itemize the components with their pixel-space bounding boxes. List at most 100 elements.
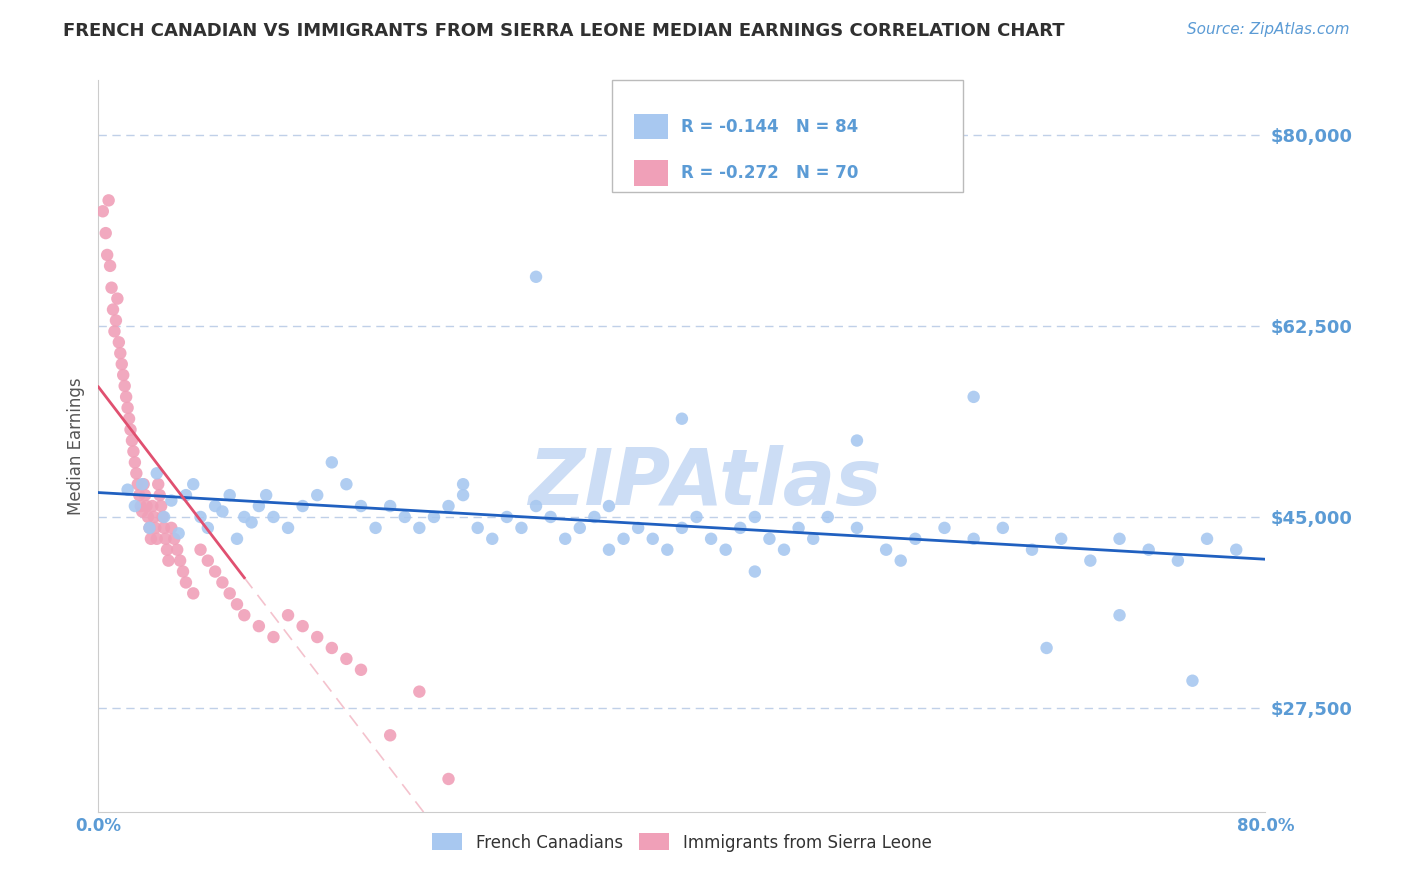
Point (773, 542, 796, 557)
Point (437, 499, 460, 513)
Point (226, 532, 249, 546)
Point (481, 532, 503, 546)
Point (846, 434, 869, 448)
Point (141, 499, 163, 513)
Point (197, 521, 219, 535)
Point (451, 477, 474, 491)
Point (136, 510, 159, 524)
Point (730, 521, 752, 535)
Point (364, 521, 387, 535)
Point (110, 346, 132, 360)
Point (554, 532, 576, 546)
Text: R = -0.272   N = 70: R = -0.272 N = 70 (681, 164, 858, 182)
Point (153, 521, 176, 535)
Point (540, 510, 562, 524)
Point (134, 488, 156, 502)
Point (524, 269, 547, 284)
Point (226, 597, 249, 611)
Point (1080, 554, 1102, 568)
Point (744, 565, 766, 579)
Point (744, 510, 766, 524)
Point (104, 313, 127, 327)
Legend: French Canadians, Immigrants from Sierra Leone: French Canadians, Immigrants from Sierra… (426, 827, 938, 858)
Point (128, 488, 150, 502)
Point (262, 630, 284, 644)
Point (321, 640, 343, 655)
Point (204, 499, 226, 513)
Point (218, 488, 240, 502)
Point (1050, 532, 1073, 546)
Point (890, 554, 912, 568)
Point (153, 510, 176, 524)
Point (247, 499, 270, 513)
Point (204, 565, 226, 579)
Point (146, 532, 169, 546)
Point (181, 477, 204, 491)
Point (247, 619, 270, 633)
Point (307, 630, 329, 644)
Y-axis label: Median Earnings: Median Earnings (66, 377, 84, 515)
Point (904, 532, 927, 546)
Point (103, 324, 125, 338)
Point (583, 510, 606, 524)
Point (91, 204, 114, 219)
Point (117, 401, 139, 415)
Point (233, 510, 256, 524)
Point (155, 532, 177, 546)
Point (1108, 608, 1130, 623)
Point (671, 411, 693, 425)
Point (174, 575, 197, 590)
Point (142, 510, 165, 524)
Point (114, 379, 136, 393)
Point (149, 488, 172, 502)
Point (394, 510, 416, 524)
Point (146, 467, 169, 481)
Point (124, 499, 146, 513)
Point (132, 477, 155, 491)
Point (962, 390, 984, 404)
Point (408, 684, 430, 698)
Point (568, 521, 591, 535)
Point (657, 542, 679, 557)
Point (962, 532, 984, 546)
Point (127, 477, 149, 491)
Point (120, 423, 142, 437)
Point (122, 444, 145, 458)
Point (163, 532, 186, 546)
Point (423, 510, 446, 524)
Point (758, 532, 780, 546)
Point (111, 357, 134, 371)
Point (1021, 542, 1043, 557)
Point (124, 455, 146, 469)
Text: ZIPAtlas: ZIPAtlas (529, 444, 882, 521)
Point (218, 586, 240, 600)
Point (156, 542, 179, 557)
Point (240, 516, 263, 530)
Point (934, 521, 956, 535)
Point (437, 772, 460, 786)
Point (138, 521, 160, 535)
Point (350, 663, 373, 677)
Point (166, 542, 188, 557)
Point (98, 259, 121, 273)
Point (131, 477, 153, 491)
Point (671, 521, 693, 535)
Point (143, 521, 166, 535)
Point (211, 504, 233, 518)
Point (254, 488, 277, 502)
Point (174, 488, 197, 502)
Point (1167, 554, 1189, 568)
Point (1137, 542, 1160, 557)
Text: Source: ZipAtlas.com: Source: ZipAtlas.com (1187, 22, 1350, 37)
Point (117, 483, 139, 497)
Point (97, 194, 120, 208)
Point (112, 368, 135, 382)
Point (321, 455, 343, 469)
Point (131, 504, 153, 518)
Point (167, 526, 190, 541)
Point (108, 335, 131, 350)
Point (172, 565, 194, 579)
Point (100, 281, 122, 295)
Point (160, 521, 183, 535)
Point (138, 521, 160, 535)
